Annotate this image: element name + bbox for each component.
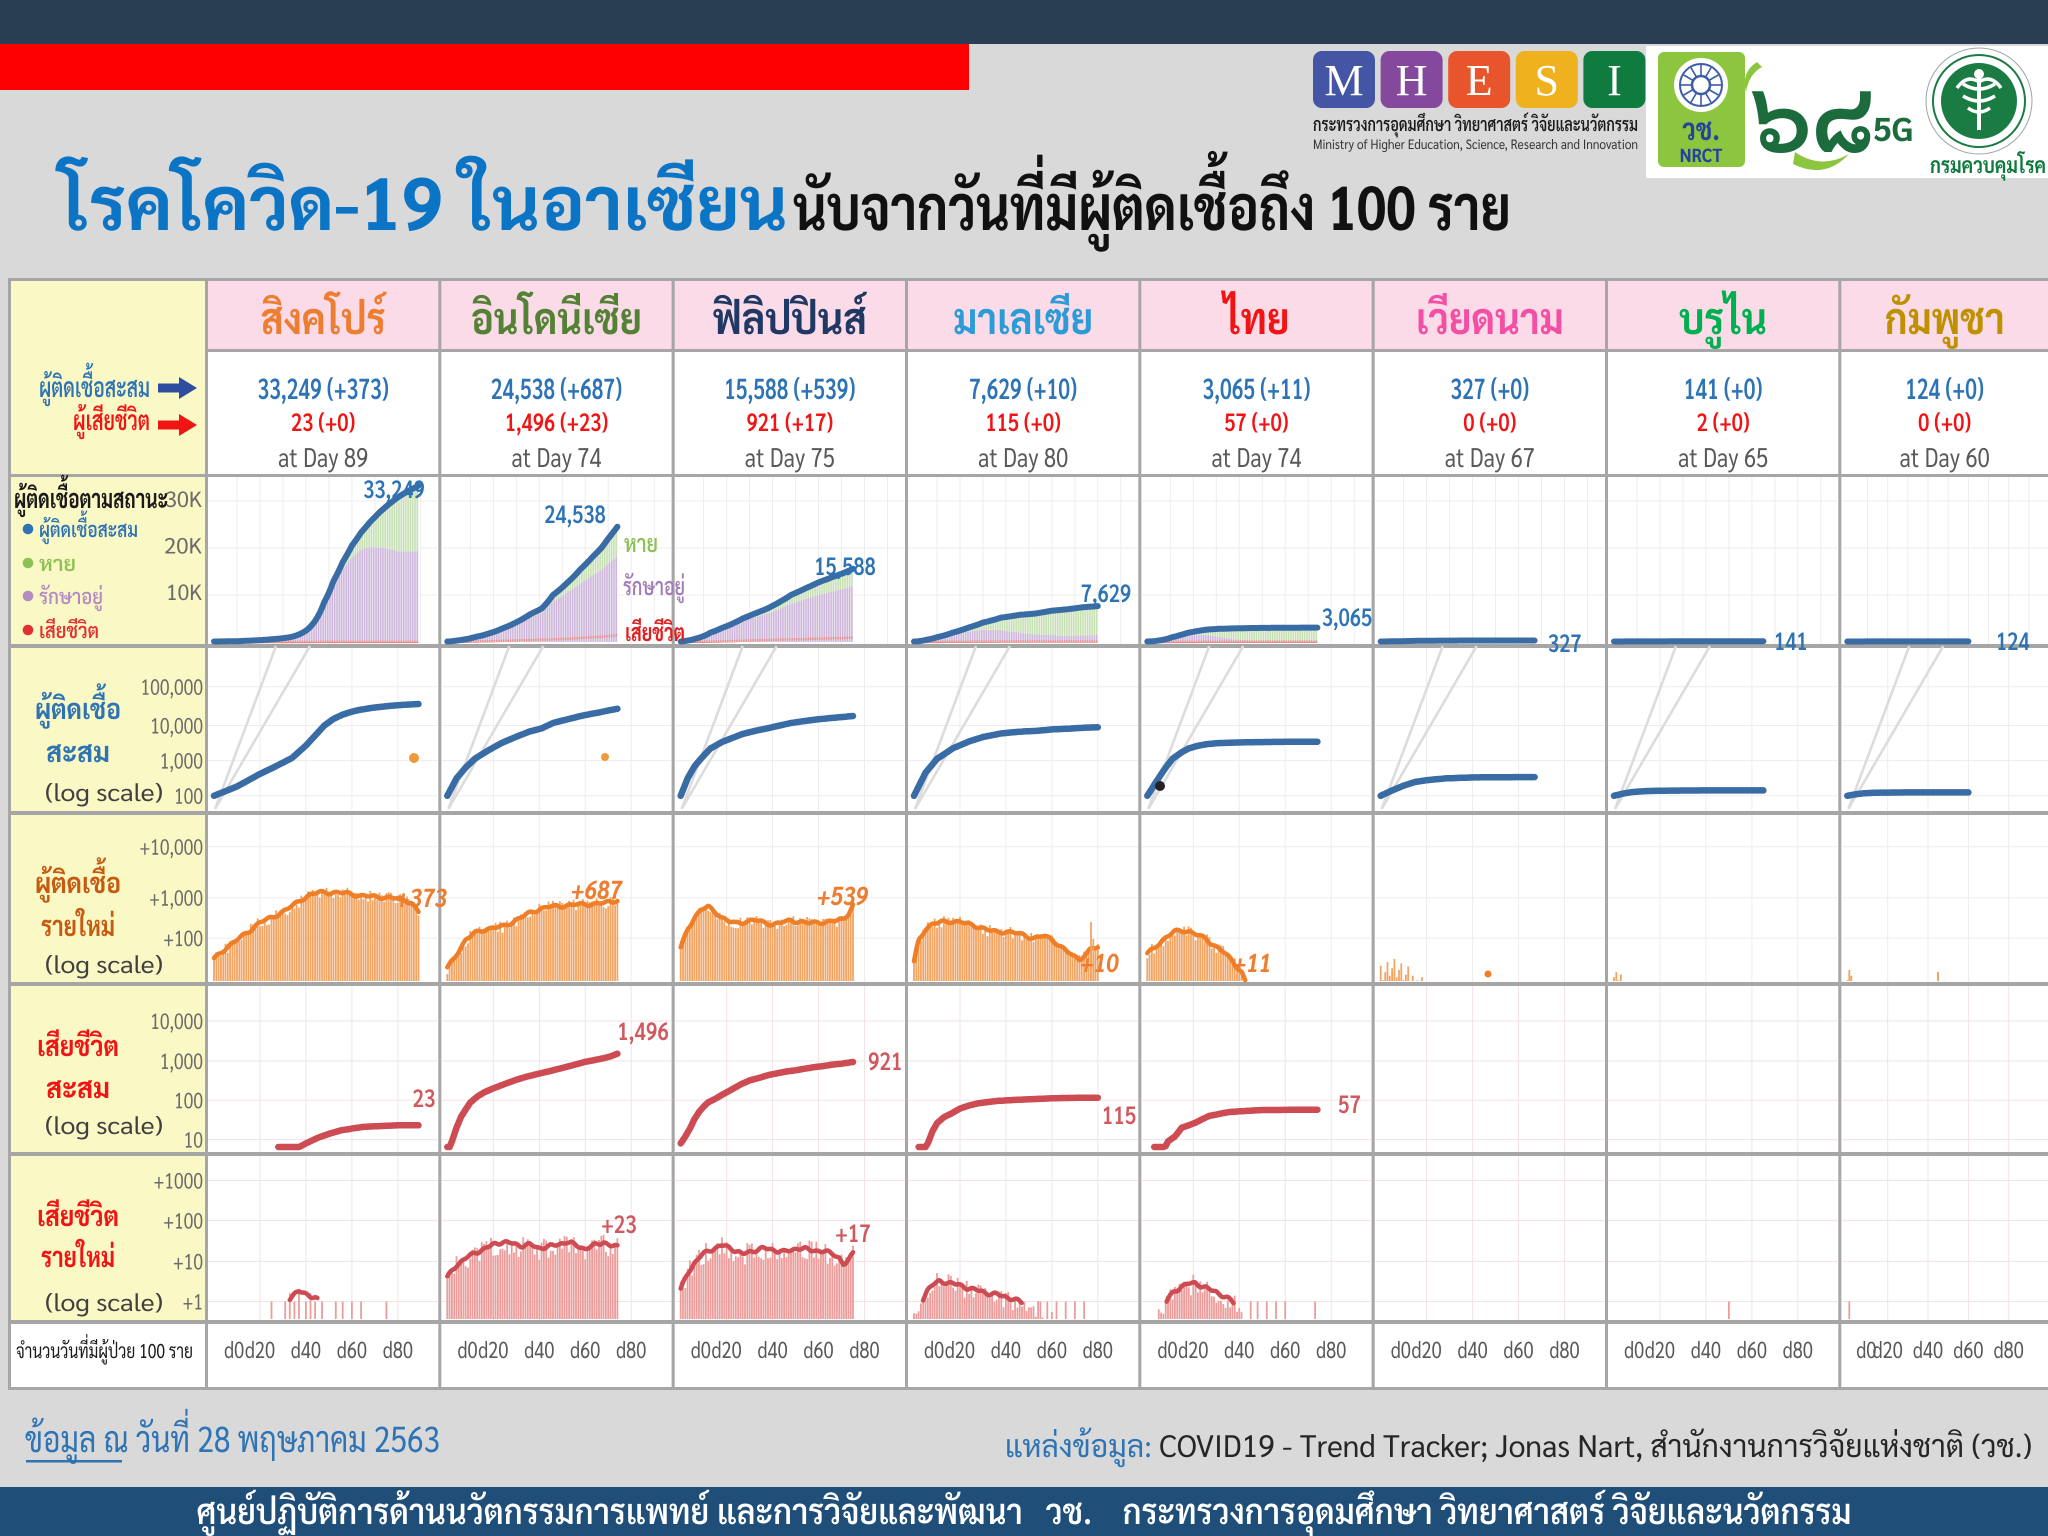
svg-text:H: H [1396,56,1428,105]
svg-text:E: E [1466,56,1493,105]
svg-text:I: I [1607,56,1622,105]
svg-text:S: S [1535,56,1559,105]
svg-text:M: M [1324,56,1363,105]
